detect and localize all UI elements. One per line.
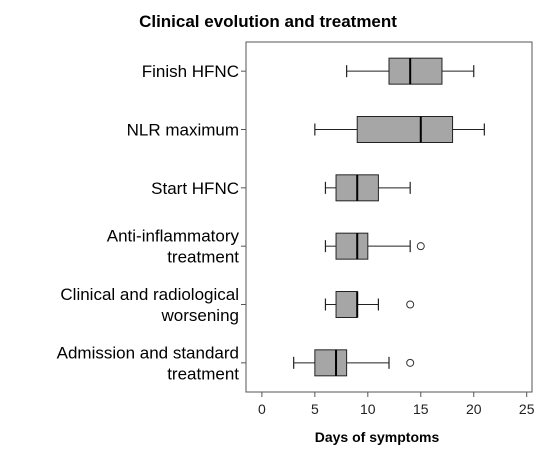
category-axis: Finish HFNC NLR maximum Start HFNC Anti-inf…	[57, 62, 246, 383]
category-label: Finish HFNC	[142, 62, 239, 81]
category-label: treatment	[167, 248, 239, 267]
box	[335, 232, 369, 260]
category-label: Anti-inflammatory	[107, 227, 240, 246]
category-label: Admission and standard	[57, 343, 239, 362]
category-label: worsening	[161, 306, 240, 325]
category-label: NLR maximum	[127, 121, 239, 140]
outlier-point	[406, 300, 415, 309]
x-axis: 0 5 10 15 20 25	[258, 392, 535, 417]
chart-title: Clinical evolution and treatment	[139, 12, 397, 31]
outlier-point	[406, 358, 415, 367]
box	[356, 116, 454, 143]
plot-frame	[245, 41, 533, 393]
box	[314, 349, 348, 377]
box	[388, 57, 443, 85]
box	[335, 291, 358, 318]
x-tick-label: 15	[413, 401, 429, 417]
x-tick-label: 10	[360, 401, 376, 417]
category-label: Start HFNC	[151, 179, 239, 198]
plot-area	[293, 57, 485, 377]
x-tick-label: 20	[466, 401, 482, 417]
category-label: Clinical and radiological	[60, 285, 239, 304]
x-tick-label: 25	[519, 401, 535, 417]
category-label: treatment	[167, 364, 239, 383]
x-axis-label: Days of symptoms	[315, 429, 440, 445]
x-tick-label: 0	[258, 401, 266, 417]
outlier-point	[416, 242, 425, 251]
x-tick-label: 5	[311, 401, 319, 417]
